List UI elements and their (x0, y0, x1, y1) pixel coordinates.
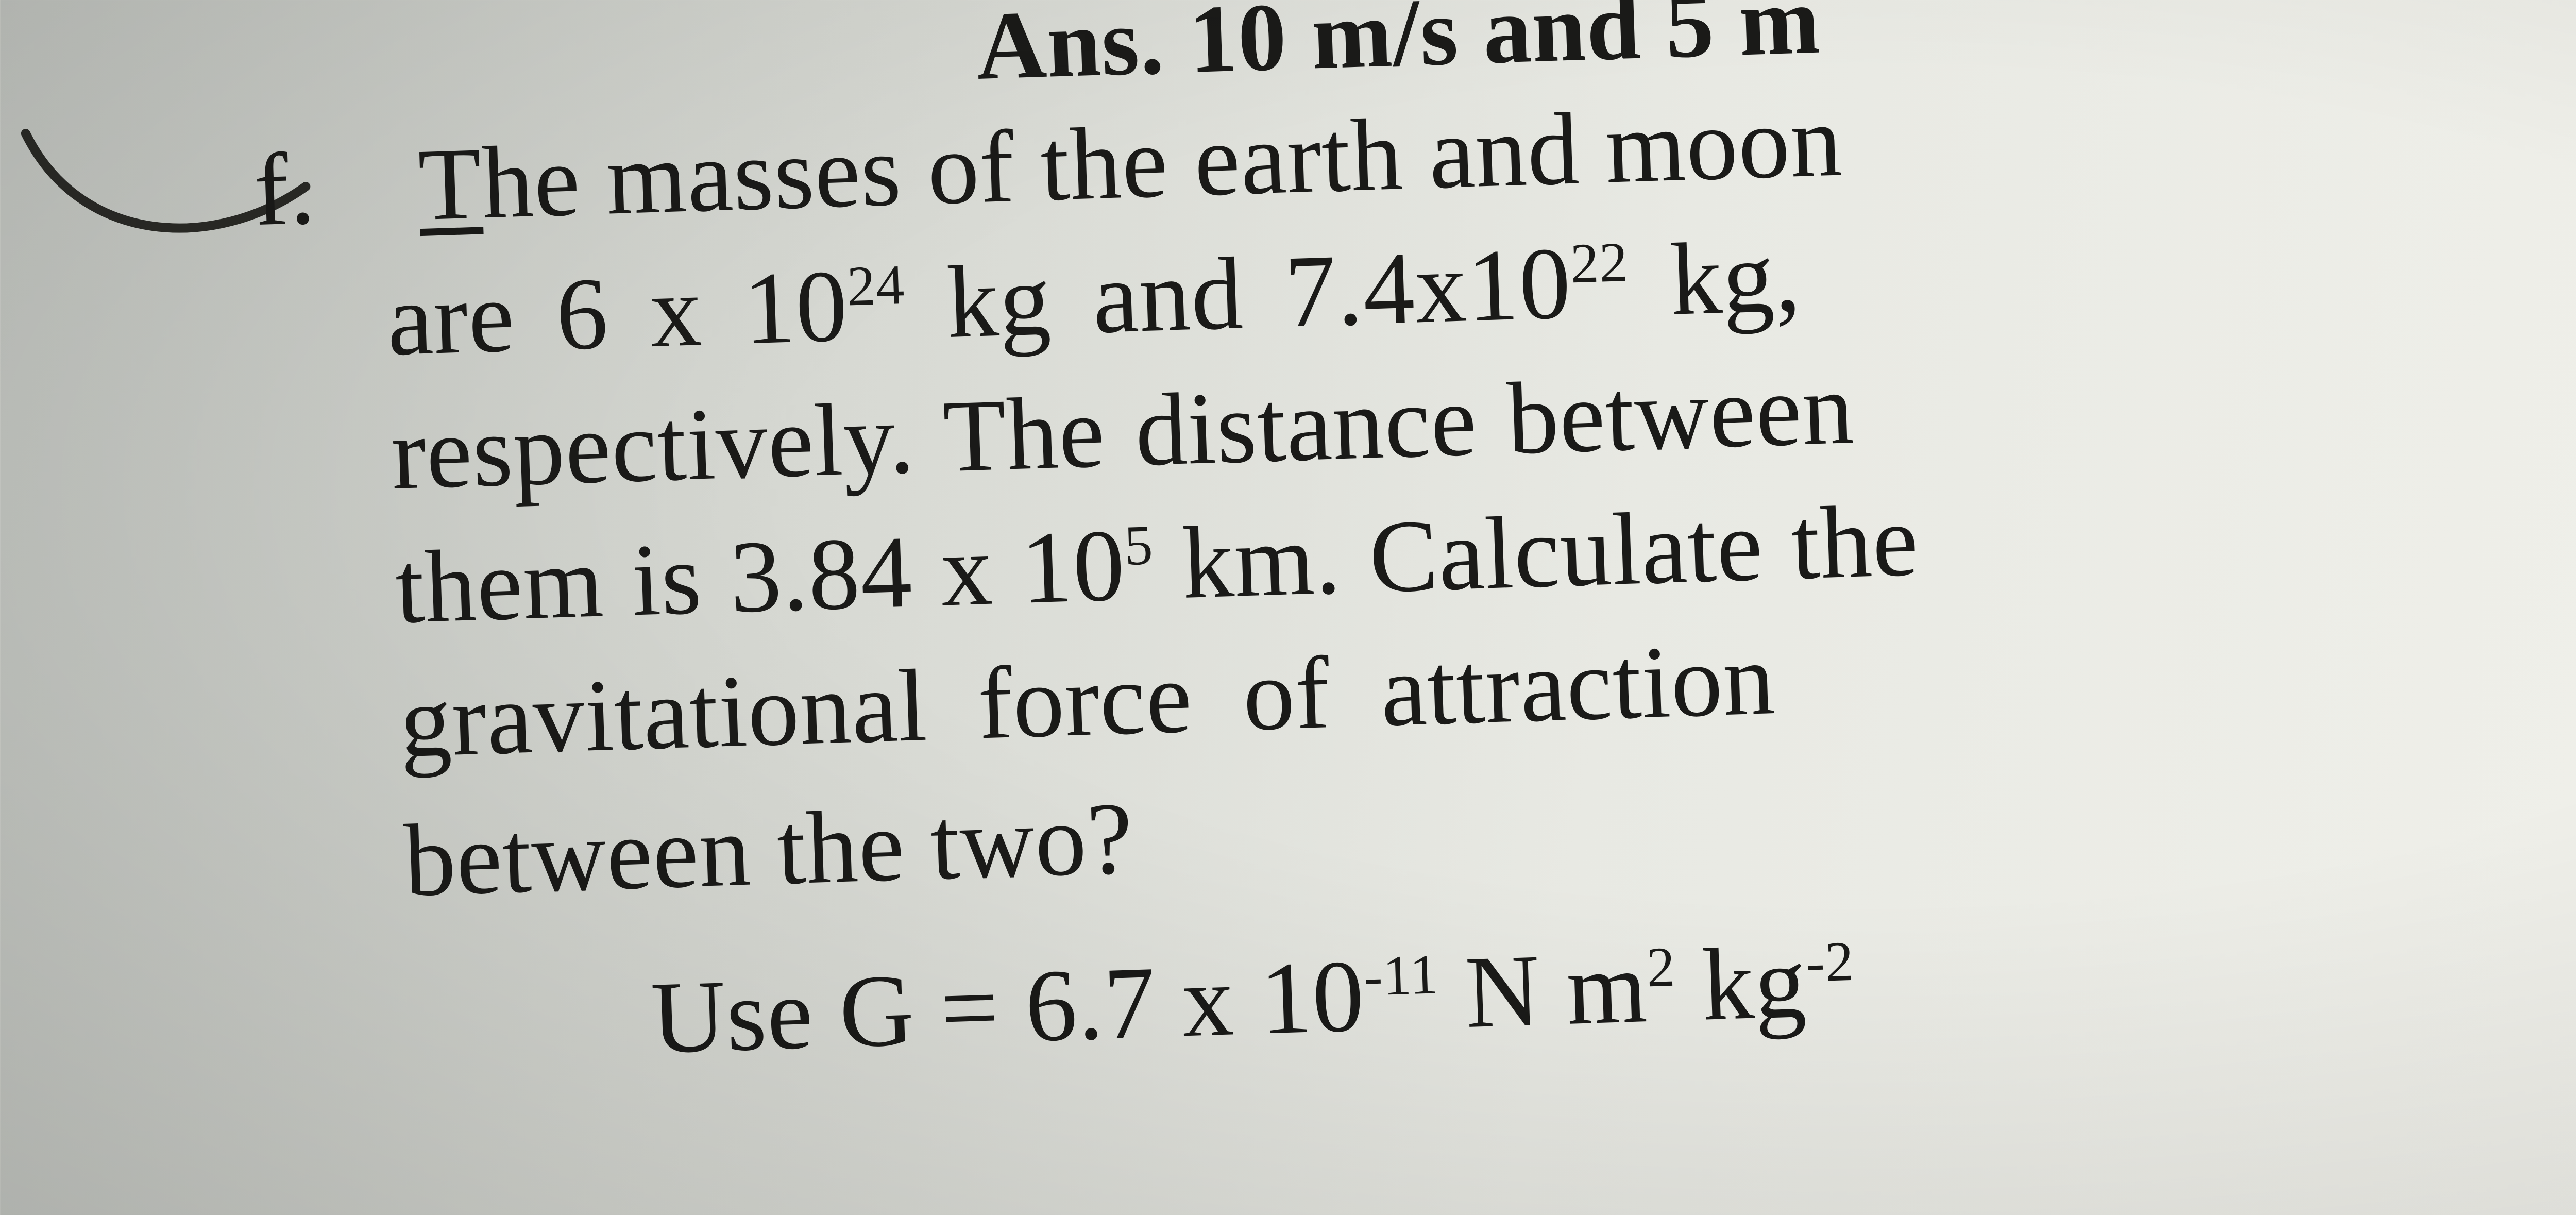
l2-post: kg, (1627, 219, 1803, 338)
l2-exp2: 22 (1569, 230, 1629, 295)
l7-mid: N m (1437, 930, 1649, 1051)
item-letter: f. (252, 132, 317, 248)
l7-mid2: kg (1674, 925, 1808, 1043)
line1-lead-underlined: T (417, 126, 484, 242)
l2-mid: kg and 7.4x10 (904, 226, 1573, 361)
use-g-line: Use G = 6.7 x 10-11 N m2 kg-2 (650, 921, 1857, 1077)
l4-pre: them is 3.84 x 10 (394, 509, 1127, 645)
question-line-2: are 6 x 1024 kg and 7.4x1022 kg, (385, 217, 1803, 379)
l2-exp1: 24 (846, 253, 906, 317)
l4-exp: 5 (1123, 513, 1154, 577)
l7-exp2: 2 (1646, 935, 1676, 999)
l7-pre: Use G = 6.7 x 10 (650, 939, 1366, 1075)
l4-post: km. Calculate the (1152, 483, 1920, 621)
l2-pre: are 6 x 10 (385, 249, 850, 377)
page: Ans. 10 m/s and 5 m f. The masses of the… (0, 0, 2576, 1215)
line1-rest: he masses of the earth and moon (480, 83, 1844, 240)
question-line-5: gravitational force of attraction (398, 620, 1776, 781)
question-line-6: between the two? (402, 779, 1135, 920)
l7-exp1: -11 (1363, 942, 1439, 1008)
l7-exp3: -2 (1805, 930, 1855, 994)
question-line-3: respectively. The distance between (389, 349, 1856, 513)
